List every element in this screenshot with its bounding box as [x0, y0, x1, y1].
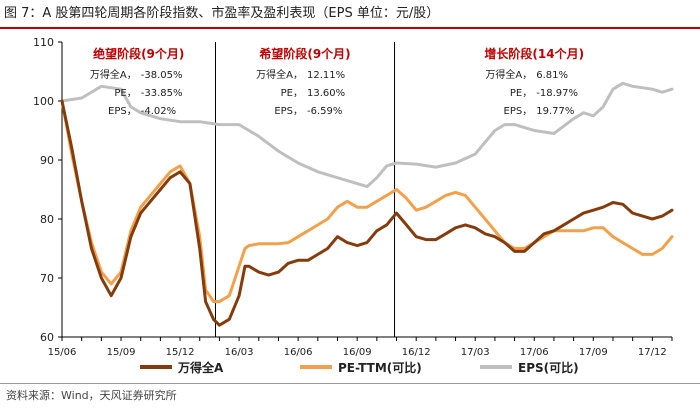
series-lines: [60, 81, 674, 327]
phase-stat-value: -33.85%: [141, 88, 183, 99]
phase-title: 增长阶段(14个月): [484, 46, 584, 61]
y-tick-label: 80: [40, 213, 54, 226]
phase-stat-label: PE，: [510, 88, 532, 99]
phase-stat-value: -4.02%: [141, 106, 176, 117]
phase-title: 希望阶段(9个月): [258, 46, 350, 61]
title-rule: [0, 27, 700, 29]
source-note: 资料来源：Wind，天风证券研究所: [6, 389, 177, 402]
legend-label: 万得全A: [177, 360, 224, 375]
x-tick-label: 17/09: [579, 347, 608, 358]
chart-axes: 60 70 80 90 100 110 15/06 15/09 15/12 16/03 16/06 1…: [33, 36, 673, 358]
figure-title: 图 7：A 股第四轮周期各阶段指数、市盈率及盈利表现（EPS 单位：元/股）: [4, 6, 440, 21]
phase-stat-label: PE，: [114, 88, 136, 99]
phase-stat-label: 万得全A，: [90, 68, 137, 81]
phase-stat-label: EPS，: [108, 106, 137, 117]
phase-dividers: [214, 42, 396, 337]
x-tick-label: 15/06: [48, 347, 77, 358]
phase-title: 绝望阶段(9个月): [93, 46, 184, 61]
phase-stat-label: EPS，: [274, 106, 303, 117]
y-tick-label: 110: [33, 36, 54, 49]
phase-stat-value: -18.97%: [536, 88, 578, 99]
phase-stat-label: 万得全A，: [485, 68, 532, 81]
chart-legend: 万得全A PE-TTM(可比) EPS(可比): [140, 360, 579, 375]
x-tick-label: 15/09: [107, 347, 136, 358]
phase-stat-label: EPS，: [504, 106, 533, 117]
x-tick-label: 16/06: [284, 347, 313, 358]
series-line: [60, 81, 674, 189]
phase-stat-value: -38.05%: [141, 70, 183, 81]
legend-label: PE-TTM(可比): [338, 360, 422, 375]
phase-stat-value: 12.11%: [307, 70, 345, 81]
y-tick-label: 70: [40, 272, 54, 285]
phase-stat-value: -6.59%: [307, 106, 342, 117]
phase-stat-value: 13.60%: [307, 88, 345, 99]
x-tick-label: 17/12: [638, 347, 667, 358]
x-tick-label: 16/12: [402, 347, 431, 358]
x-tick-label: 16/03: [225, 347, 254, 358]
x-tick-label: 17/06: [520, 347, 549, 358]
series-line: [60, 99, 674, 304]
y-tick-label: 60: [40, 331, 54, 344]
bottom-rule: [0, 383, 700, 384]
phase-stat-value: 6.81%: [536, 70, 568, 81]
x-tick-label: 16/09: [343, 347, 372, 358]
y-tick-label: 100: [33, 95, 54, 108]
x-tick-label: 17/03: [461, 347, 490, 358]
line-chart: 60 70 80 90 100 110 15/06 15/09 15/12 16/03 16/06 1…: [33, 36, 674, 375]
legend-label: EPS(可比): [518, 360, 579, 375]
x-tick-label: 15/12: [166, 347, 195, 358]
phase-annotations: 绝望阶段(9个月) 万得全A， -38.05% PE， -33.85% EPS， -4.02…: [90, 46, 584, 117]
y-tick-label: 90: [40, 154, 54, 167]
phase-stat-value: 19.77%: [536, 106, 574, 117]
series-line: [60, 99, 674, 327]
phase-stat-label: 万得全A，: [256, 68, 303, 81]
phase-stat-label: PE，: [281, 88, 303, 99]
